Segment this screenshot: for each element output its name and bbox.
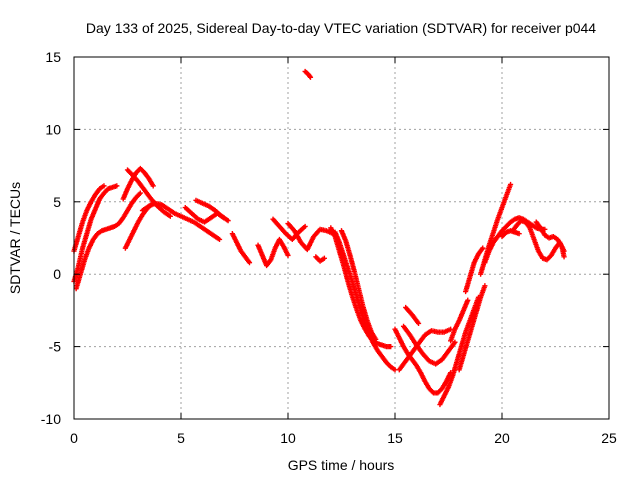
trace-8 [182, 204, 227, 225]
trace-30 [533, 219, 567, 260]
trace-10 [229, 231, 253, 266]
trace-17 [332, 229, 398, 373]
data-point [561, 254, 567, 260]
trace-22 [403, 304, 422, 327]
data-point [114, 183, 120, 189]
trace-9 [193, 197, 231, 224]
trace-3 [73, 190, 143, 292]
trace-21 [396, 326, 454, 373]
data-point [452, 339, 458, 345]
data-point [246, 260, 253, 266]
data-point [137, 190, 143, 196]
trace-20 [400, 323, 458, 367]
trace-29 [510, 218, 567, 263]
trace-6 [124, 167, 173, 219]
data-point [150, 183, 156, 189]
x-tick-label: 0 [70, 430, 78, 446]
trace-31 [499, 228, 522, 240]
trace-24 [448, 297, 471, 344]
x-tick-label: 15 [387, 430, 403, 446]
trace-18 [338, 228, 379, 342]
y-tick-label: -5 [49, 339, 62, 355]
trace-26 [463, 245, 486, 295]
data-point [465, 297, 471, 303]
data-point [373, 336, 379, 342]
data-point [225, 218, 231, 224]
data-points [71, 68, 567, 408]
data-point [285, 252, 291, 258]
trace-14 [302, 68, 314, 80]
plot-frame [73, 56, 610, 420]
data-point [216, 236, 223, 243]
trace-15 [313, 254, 327, 264]
data-point [167, 213, 173, 219]
trace-2 [71, 183, 107, 254]
axis-ticks: 0 5 10 15 20 25 -10 -5 0 5 10 15 [41, 49, 617, 446]
y-tick-label: 15 [45, 49, 61, 65]
trace-12 [270, 216, 308, 243]
trace-25 [456, 283, 488, 373]
data-point [482, 283, 488, 289]
y-tick-label: 5 [53, 194, 61, 210]
data-point [307, 74, 314, 80]
data-point [321, 255, 327, 261]
data-point [101, 183, 107, 189]
y-tick-label: -10 [41, 411, 61, 427]
trace-7 [139, 200, 223, 243]
y-tick-label: 0 [53, 266, 61, 282]
data-point [415, 320, 422, 327]
data-point [302, 223, 308, 230]
x-tick-label: 10 [280, 430, 296, 446]
x-tick-label: 25 [601, 430, 617, 446]
data-point [507, 181, 514, 188]
data-point [516, 231, 522, 237]
grid [74, 57, 609, 419]
trace-4 [122, 202, 154, 251]
x-axis-label: GPS time / hours [288, 457, 395, 473]
x-tick-label: 20 [494, 430, 510, 446]
y-axis-label: SDTVAR / TECUs [7, 182, 23, 294]
x-tick-label: 5 [177, 430, 185, 446]
data-point [307, 73, 313, 79]
y-tick-label: 10 [45, 121, 61, 137]
trace-23 [437, 294, 482, 408]
trace-1 [71, 183, 120, 285]
data-point [388, 344, 394, 350]
trace-11 [255, 236, 291, 269]
chart-title: Day 133 of 2025, Sidereal Day-to-day VTE… [86, 20, 596, 36]
data-point [480, 245, 486, 251]
